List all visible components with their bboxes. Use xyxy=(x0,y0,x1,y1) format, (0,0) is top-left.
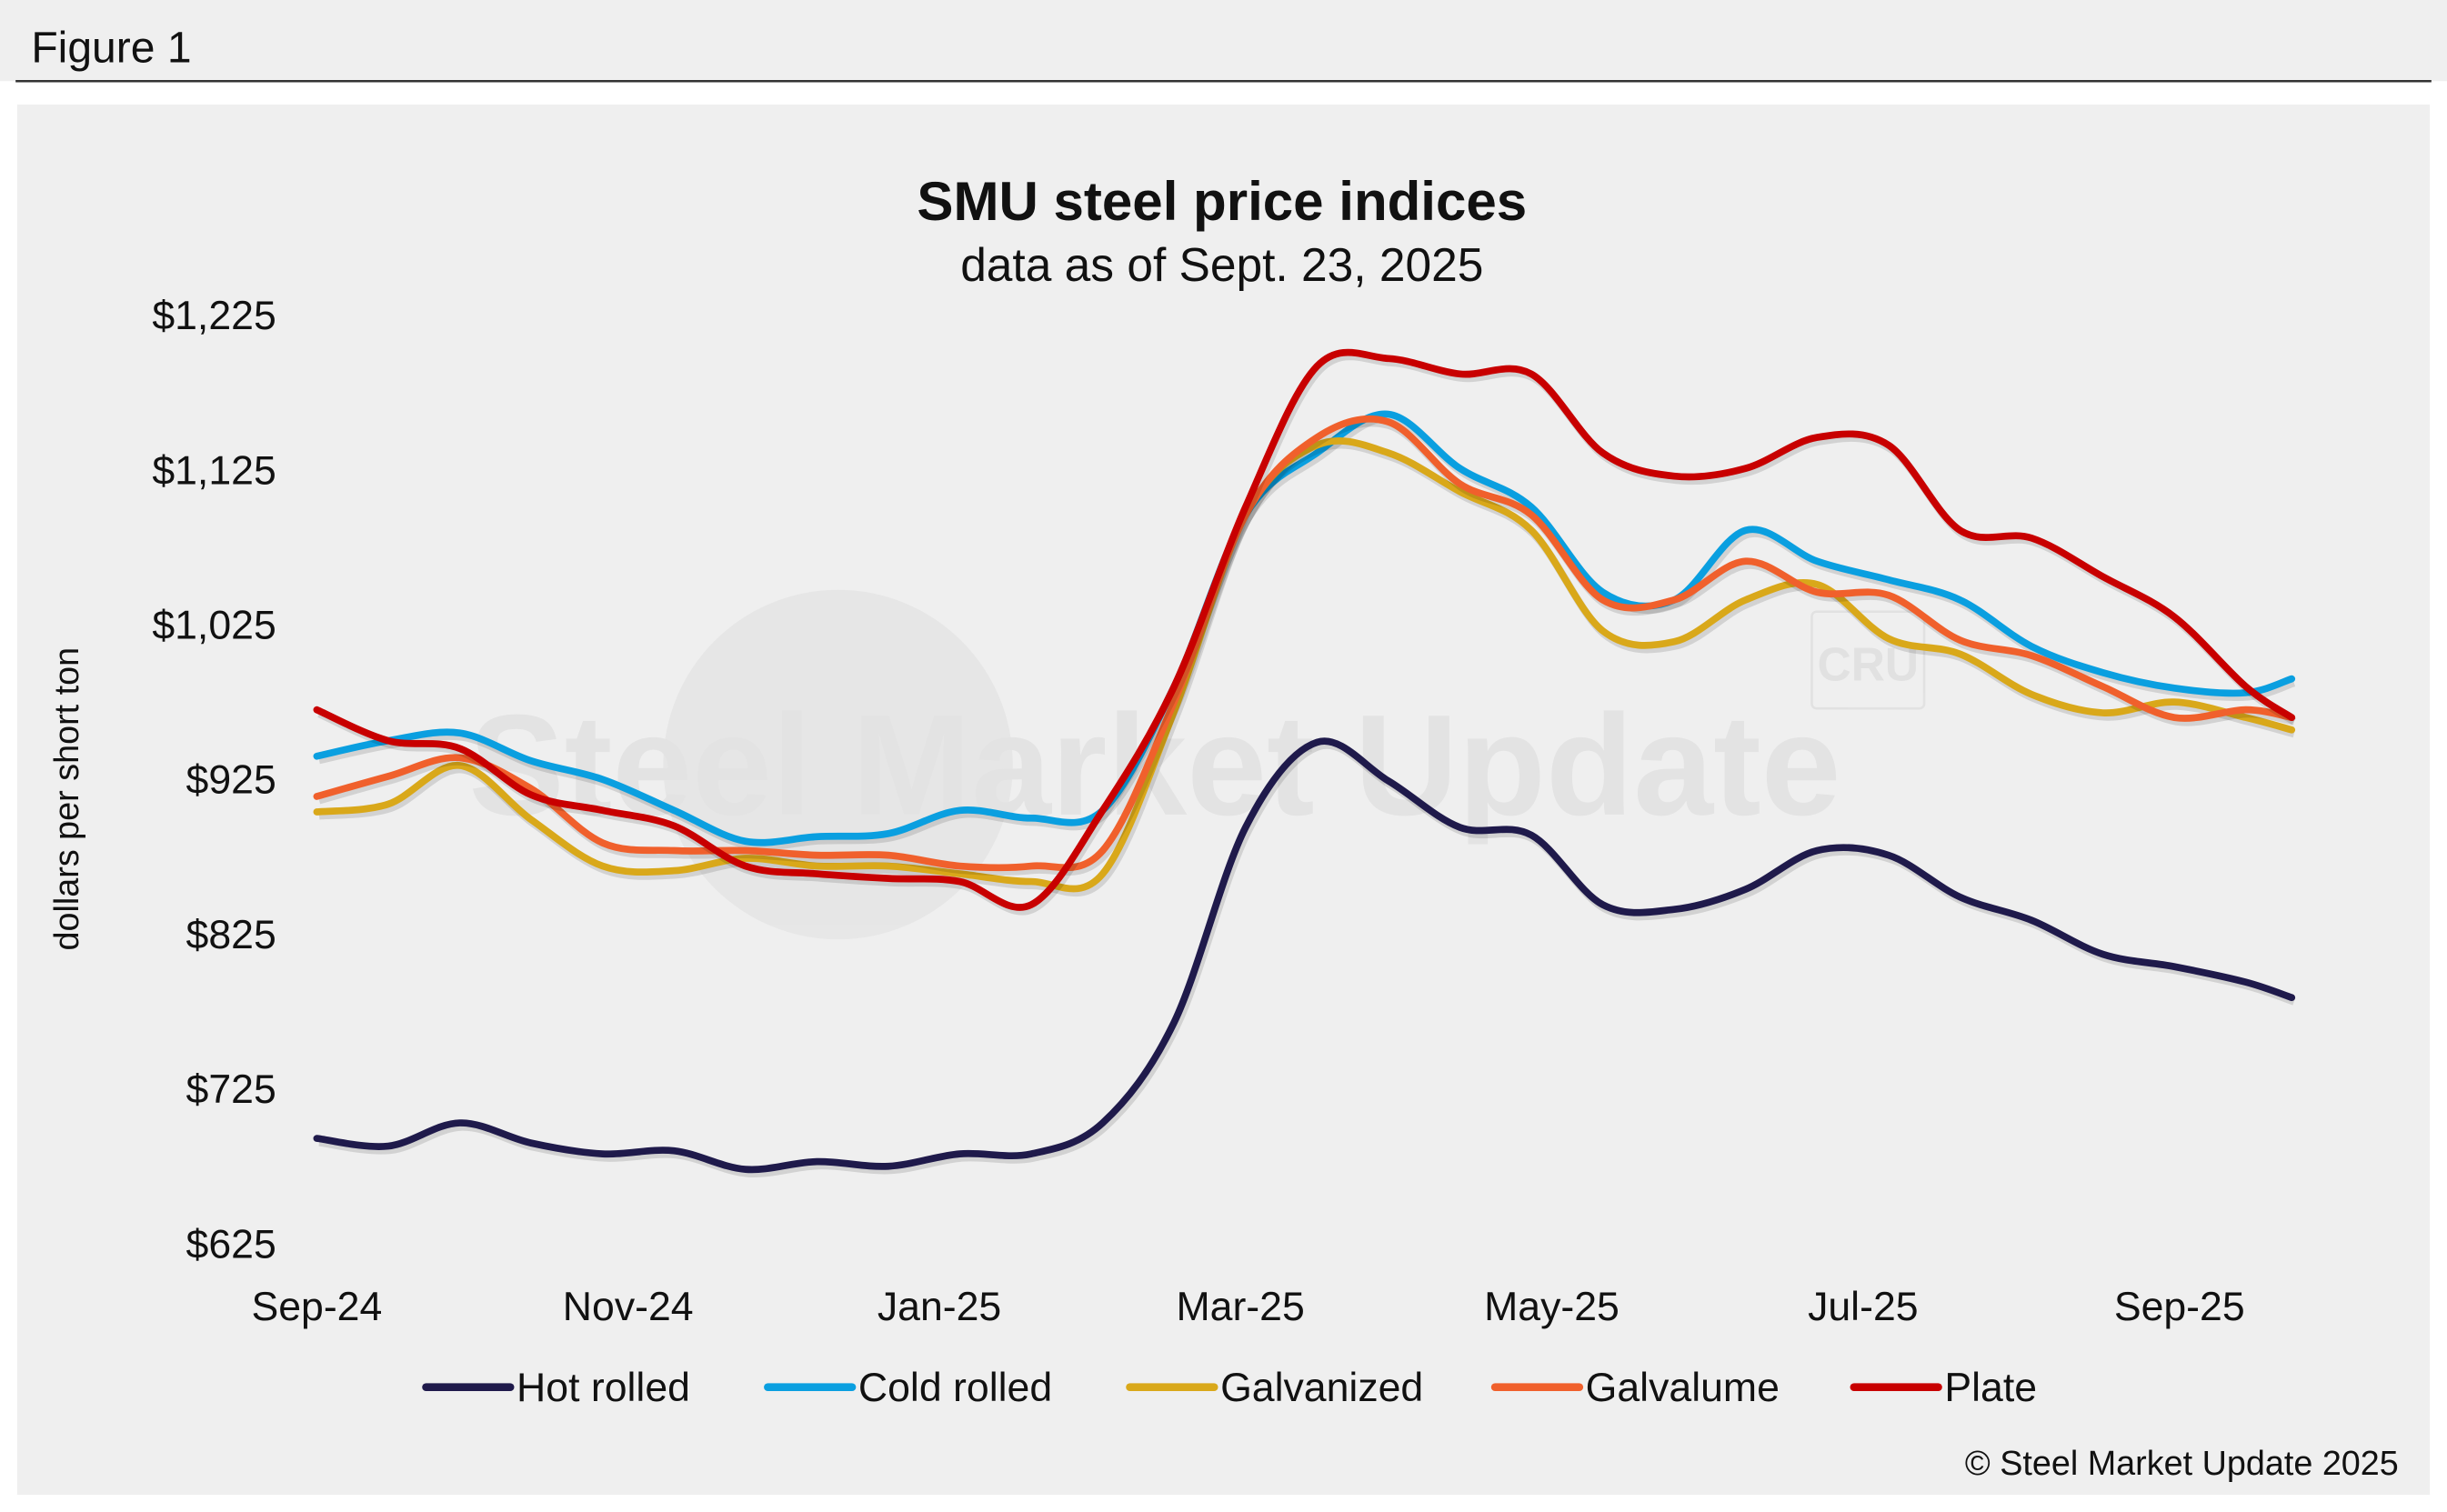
legend: Hot rolled Cold rolled Galvanized Galvalume… xyxy=(422,1366,2037,1410)
x-tick-label: Mar-25 xyxy=(1176,1285,1304,1329)
y-tick-label: $825 xyxy=(186,913,276,957)
legend-item-galvalume: Galvalume xyxy=(1490,1366,1780,1410)
y-tick-label: $925 xyxy=(186,758,276,803)
y-tick-label: $1,125 xyxy=(152,448,276,493)
figure-header xyxy=(0,0,2447,82)
legend-label: Galvanized xyxy=(1220,1366,1423,1410)
series-line-plate xyxy=(313,348,2296,911)
watermark-badge xyxy=(1810,610,1926,710)
x-axis-ticks: Sep-24 Nov-24 Jan-25 Mar-25 May-25 Jul-25 Sep-… xyxy=(251,1285,2244,1329)
legend-item-plate: Plate xyxy=(1850,1366,2037,1410)
y-tick-label: $1,225 xyxy=(152,294,276,338)
x-tick-label: Sep-25 xyxy=(2114,1285,2245,1329)
y-tick-label: $1,025 xyxy=(152,603,276,647)
y-tick-label: $625 xyxy=(186,1222,276,1267)
x-tick-label: May-25 xyxy=(1484,1285,1620,1329)
x-tick-label: Sep-24 xyxy=(251,1285,382,1329)
series-line-hot-rolled xyxy=(313,737,2296,1174)
figure-label: Figure 1 xyxy=(31,25,191,73)
legend-item-galvanized: Galvanized xyxy=(1126,1366,1423,1410)
chart-subtitle: data as of Sept. 23, 2025 xyxy=(960,238,1483,291)
x-tick-label: Jul-25 xyxy=(1808,1285,1919,1329)
x-tick-label: Jan-25 xyxy=(878,1285,1001,1329)
legend-label: Hot rolled xyxy=(516,1366,690,1410)
copyright-text: © Steel Market Update 2025 xyxy=(1965,1444,2399,1482)
chart-panel xyxy=(14,101,2433,1498)
y-tick-label: $725 xyxy=(186,1067,276,1112)
y-axis-label: dollars per short ton xyxy=(47,647,85,951)
legend-label: Galvalume xyxy=(1586,1366,1780,1410)
series-line-cold-rolled xyxy=(313,410,2296,846)
legend-label: Cold rolled xyxy=(858,1366,1052,1410)
y-axis-ticks: $625 $725 $825 $925 $1,025 $1,125 $1,225 xyxy=(152,294,276,1267)
series-line-galvanized xyxy=(313,437,2296,893)
legend-label: Plate xyxy=(1944,1366,2037,1410)
series-line-galvalume xyxy=(313,415,2296,872)
chart-title: SMU steel price indices xyxy=(917,171,1527,232)
series-lines xyxy=(313,348,2297,1177)
legend-item-cold-rolled: Cold rolled xyxy=(764,1366,1052,1410)
x-tick-label: Nov-24 xyxy=(563,1285,694,1329)
watermark: Steel Market Update CRU xyxy=(468,589,1926,940)
legend-item-hot-rolled: Hot rolled xyxy=(422,1366,690,1410)
